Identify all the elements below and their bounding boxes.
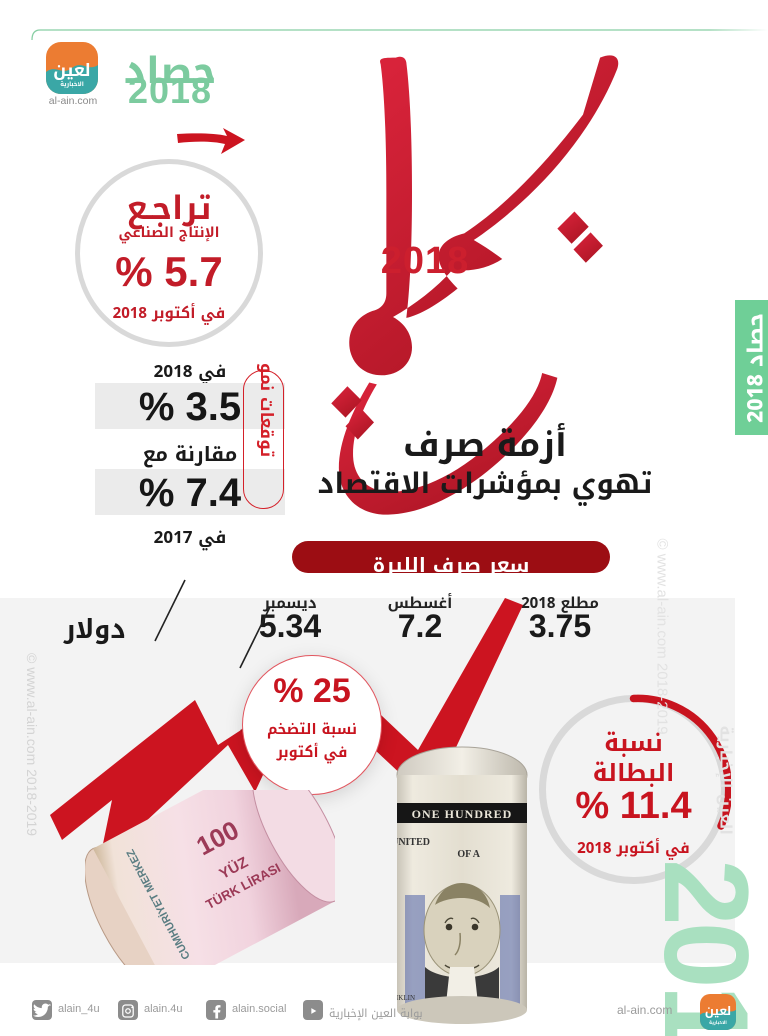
svg-text:FRANKLIN: FRANKLIN — [395, 994, 415, 1002]
svg-text:OF A: OF A — [457, 849, 480, 860]
svg-text:UNITED: UNITED — [395, 837, 430, 848]
svg-text:ONE HUNDRED: ONE HUNDRED — [412, 807, 513, 821]
